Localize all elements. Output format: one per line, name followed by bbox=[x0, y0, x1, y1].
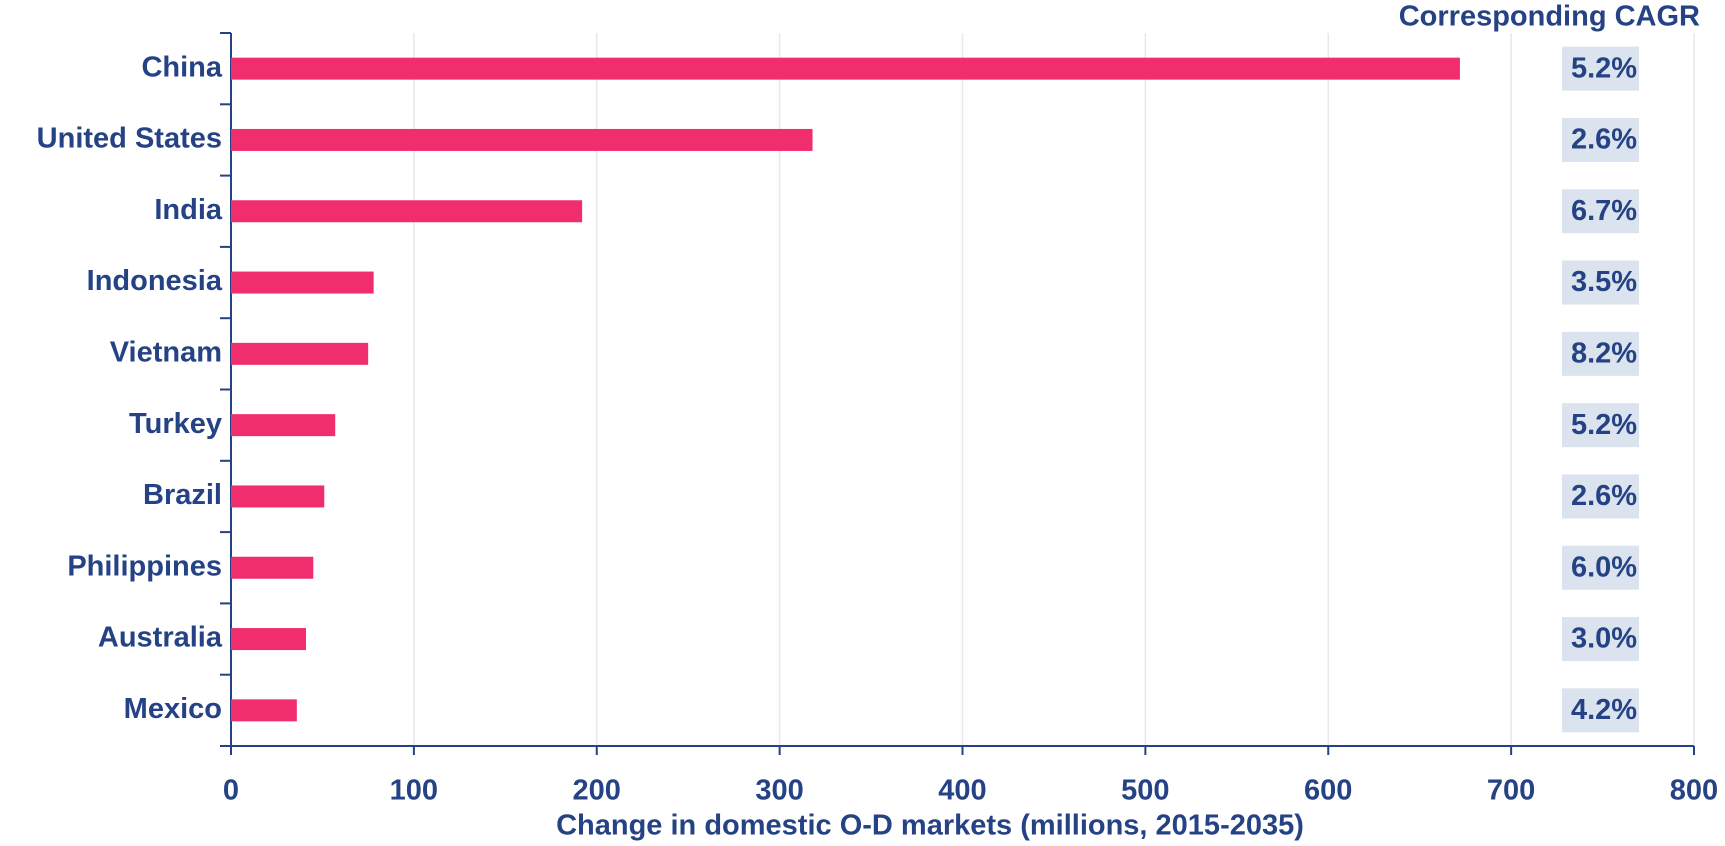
bar bbox=[231, 271, 374, 294]
cagr-label: 5.2% bbox=[1571, 409, 1637, 441]
bar bbox=[231, 57, 1460, 80]
cagr-label: 6.0% bbox=[1571, 551, 1637, 583]
bar bbox=[231, 628, 306, 651]
cagr-box bbox=[1562, 189, 1639, 234]
x-tick-label: 400 bbox=[938, 775, 986, 807]
y-tick-label: India bbox=[154, 194, 223, 226]
cagr-label: 5.2% bbox=[1571, 52, 1637, 84]
cagr-box bbox=[1562, 46, 1639, 91]
cagr-box bbox=[1562, 117, 1639, 162]
y-tick-label: Vietnam bbox=[110, 337, 222, 369]
bar bbox=[231, 414, 336, 437]
y-tick-label: Mexico bbox=[124, 693, 222, 725]
cagr-label: 3.0% bbox=[1571, 623, 1637, 655]
y-tick-label: Australia bbox=[98, 622, 223, 654]
cagr-box bbox=[1562, 260, 1639, 305]
cagr-label: 8.2% bbox=[1571, 338, 1637, 370]
bar bbox=[231, 200, 583, 223]
x-tick-label: 600 bbox=[1304, 775, 1352, 807]
bar bbox=[231, 128, 813, 151]
cagr-label: 3.5% bbox=[1571, 266, 1637, 298]
bar bbox=[231, 699, 297, 722]
cagr-label: 6.7% bbox=[1571, 195, 1637, 227]
x-tick-label: 500 bbox=[1121, 775, 1169, 807]
cagr-box bbox=[1562, 688, 1639, 733]
bar bbox=[231, 556, 314, 579]
x-tick-label: 100 bbox=[390, 775, 438, 807]
x-tick-label: 200 bbox=[573, 775, 621, 807]
x-axis-label: Change in domestic O-D markets (millions… bbox=[556, 810, 1304, 842]
cagr-label: 4.2% bbox=[1571, 694, 1637, 726]
cagr-label: 2.6% bbox=[1571, 480, 1637, 512]
x-tick-label: 300 bbox=[755, 775, 803, 807]
cagr-box bbox=[1562, 331, 1639, 376]
y-tick-label: China bbox=[141, 51, 222, 83]
y-tick-label: United States bbox=[37, 123, 222, 155]
x-tick-label: 0 bbox=[223, 775, 239, 807]
y-tick-label: Indonesia bbox=[87, 265, 223, 297]
cagr-box bbox=[1562, 403, 1639, 448]
bar bbox=[231, 485, 325, 508]
y-tick-label: Brazil bbox=[143, 479, 222, 511]
cagr-box bbox=[1562, 617, 1639, 662]
bar bbox=[231, 342, 369, 365]
x-tick-label: 700 bbox=[1487, 775, 1535, 807]
x-tick-label: 800 bbox=[1670, 775, 1718, 807]
y-tick-label: Turkey bbox=[129, 408, 222, 440]
y-tick-label: Philippines bbox=[67, 550, 222, 582]
cagr-title: Corresponding CAGR bbox=[1399, 1, 1700, 33]
cagr-label: 2.6% bbox=[1571, 124, 1637, 156]
cagr-box bbox=[1562, 545, 1639, 590]
cagr-box bbox=[1562, 474, 1639, 519]
